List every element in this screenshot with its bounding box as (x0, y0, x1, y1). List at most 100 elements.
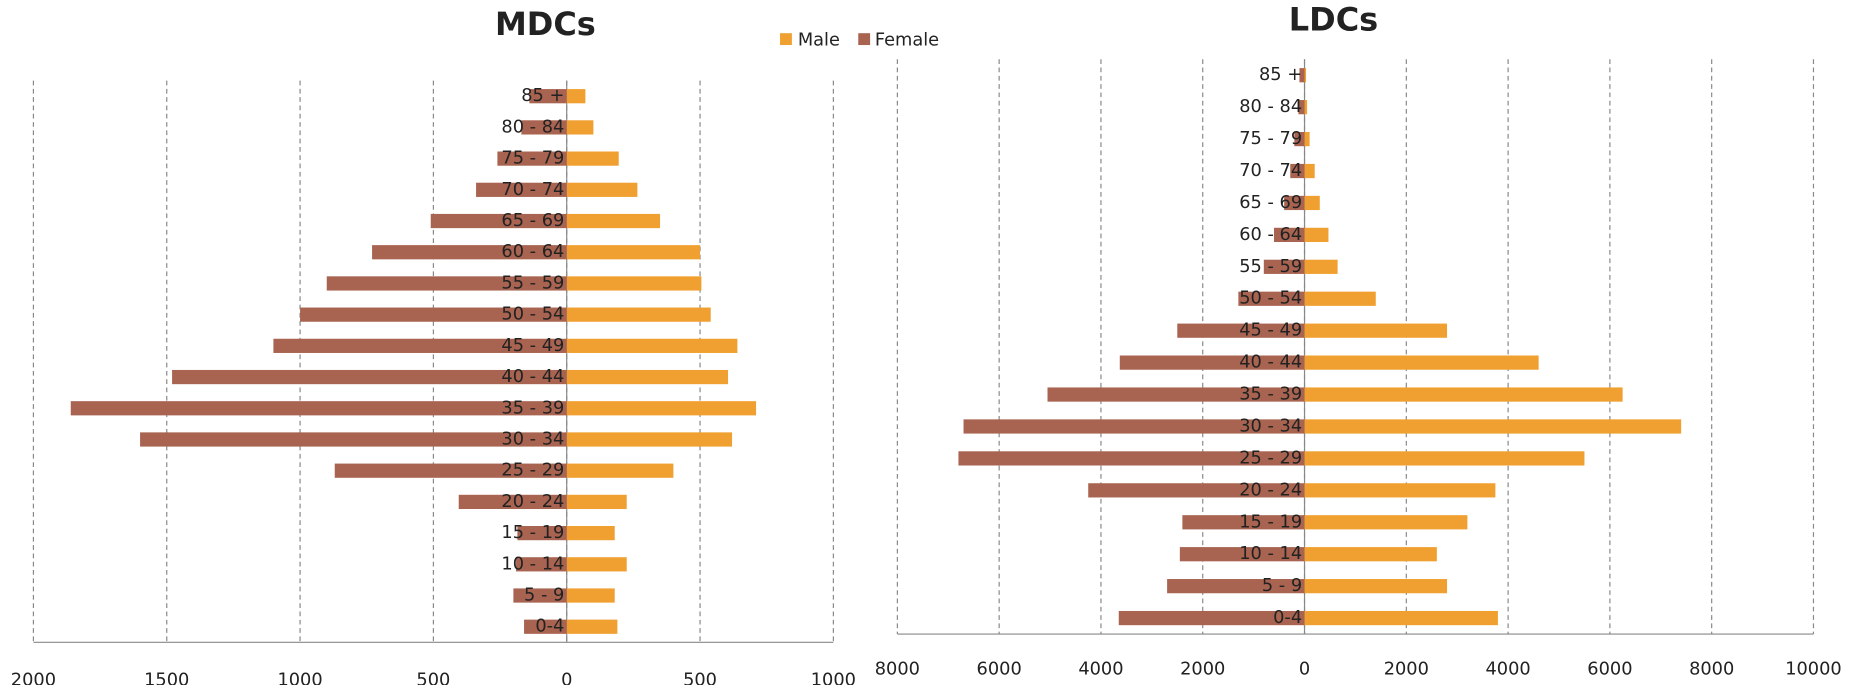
x-tick-label: 6000 (1587, 660, 1632, 680)
category-label: 5 - 9 (524, 586, 564, 606)
bar (566, 494, 627, 510)
bar (1119, 355, 1305, 370)
category-label: 75 - 79 (1239, 129, 1302, 149)
category-label: 30 - 34 (501, 429, 564, 449)
bar (566, 276, 702, 291)
bar (430, 213, 567, 229)
bar (1304, 259, 1338, 274)
bar (1304, 547, 1437, 562)
bar (958, 451, 1305, 466)
bar (1304, 68, 1307, 83)
bar (566, 151, 619, 166)
bar (1118, 610, 1305, 626)
bar (1304, 355, 1539, 370)
category-label: 0-4 (535, 617, 564, 637)
bar (1182, 515, 1305, 530)
bar (1304, 515, 1468, 530)
chart-title: MDCs (495, 5, 596, 43)
x-tick-label: 4000 (1485, 660, 1530, 680)
x-tick-label: 2000 (1384, 660, 1429, 680)
category-label: 85 + (521, 86, 564, 106)
x-tick-label: 1000 (811, 670, 856, 685)
legend-label: Male (798, 30, 840, 50)
bar (326, 276, 567, 291)
x-tick-label: 500 (416, 670, 450, 685)
legend-swatch (858, 33, 871, 46)
bar (372, 245, 567, 260)
category-label: 50 - 54 (501, 305, 564, 325)
bar (1290, 163, 1305, 179)
bar (497, 151, 567, 166)
category-label: 70 - 74 (501, 180, 564, 200)
bar (1299, 68, 1305, 83)
bar (566, 89, 586, 104)
bar (1304, 610, 1498, 626)
bar (566, 401, 757, 416)
category-label: 80 - 84 (501, 117, 564, 137)
bar (1304, 451, 1585, 466)
chart-title: LDCs (1289, 0, 1378, 38)
category-label: 65 - 69 (1239, 193, 1302, 213)
bar (521, 120, 567, 135)
category-label: 40 - 44 (501, 367, 564, 387)
bar (516, 557, 567, 572)
category-label: 20 - 24 (1239, 480, 1302, 500)
category-label: 10 - 14 (501, 554, 564, 574)
bar (1294, 131, 1305, 147)
x-tick-label: 4000 (1078, 660, 1123, 680)
x-tick-label: 1000 (277, 670, 322, 685)
bar (566, 338, 738, 353)
x-tick-label: 6000 (977, 660, 1022, 680)
category-label: 80 - 84 (1239, 97, 1302, 117)
category-label: 85 + (1259, 65, 1302, 85)
category-label: 45 - 49 (501, 336, 564, 356)
category-label: 25 - 29 (501, 461, 564, 481)
bar (458, 494, 567, 510)
bar (1304, 291, 1376, 306)
category-label: 5 - 9 (1262, 576, 1302, 596)
bar (1304, 131, 1310, 147)
bar (172, 369, 567, 385)
category-label: 50 - 54 (1239, 289, 1302, 309)
category-label: 35 - 39 (1239, 385, 1302, 405)
category-label: 45 - 49 (1239, 321, 1302, 341)
legend-swatch (780, 33, 792, 46)
x-tick-label: 8000 (875, 660, 920, 680)
x-tick-label: 0 (1299, 660, 1310, 680)
bar (1177, 323, 1305, 338)
category-label: 15 - 19 (1239, 512, 1302, 532)
category-label: 10 - 14 (1239, 544, 1302, 564)
x-tick-label: 2000 (1180, 660, 1225, 680)
bar (1047, 387, 1305, 402)
category-label: 40 - 44 (1239, 353, 1302, 373)
category-label: 15 - 19 (501, 523, 564, 543)
bar (1238, 291, 1305, 306)
category-label: 70 - 74 (1239, 161, 1302, 181)
x-tick-label: 10000 (1785, 660, 1842, 680)
bar (963, 419, 1305, 434)
bar (566, 432, 733, 447)
x-tick-label: 2000 (11, 670, 56, 685)
x-tick-label: 1500 (144, 670, 189, 685)
bar (1304, 195, 1320, 211)
bar (1273, 227, 1305, 242)
bar (1298, 100, 1305, 115)
bar (566, 120, 594, 135)
bar (566, 463, 674, 478)
category-label: 30 - 34 (1239, 416, 1302, 436)
bar (334, 463, 567, 478)
bar (1304, 579, 1448, 594)
bar (273, 338, 567, 353)
category-label: 0-4 (1273, 608, 1302, 628)
bar (524, 619, 567, 634)
bar (140, 432, 567, 447)
bar (566, 588, 615, 603)
bar (566, 307, 711, 322)
category-label: 35 - 39 (501, 398, 564, 418)
bar (476, 182, 567, 197)
bar (1263, 259, 1305, 274)
category-label: 25 - 29 (1239, 448, 1302, 468)
x-tick-label: 8000 (1689, 660, 1734, 680)
